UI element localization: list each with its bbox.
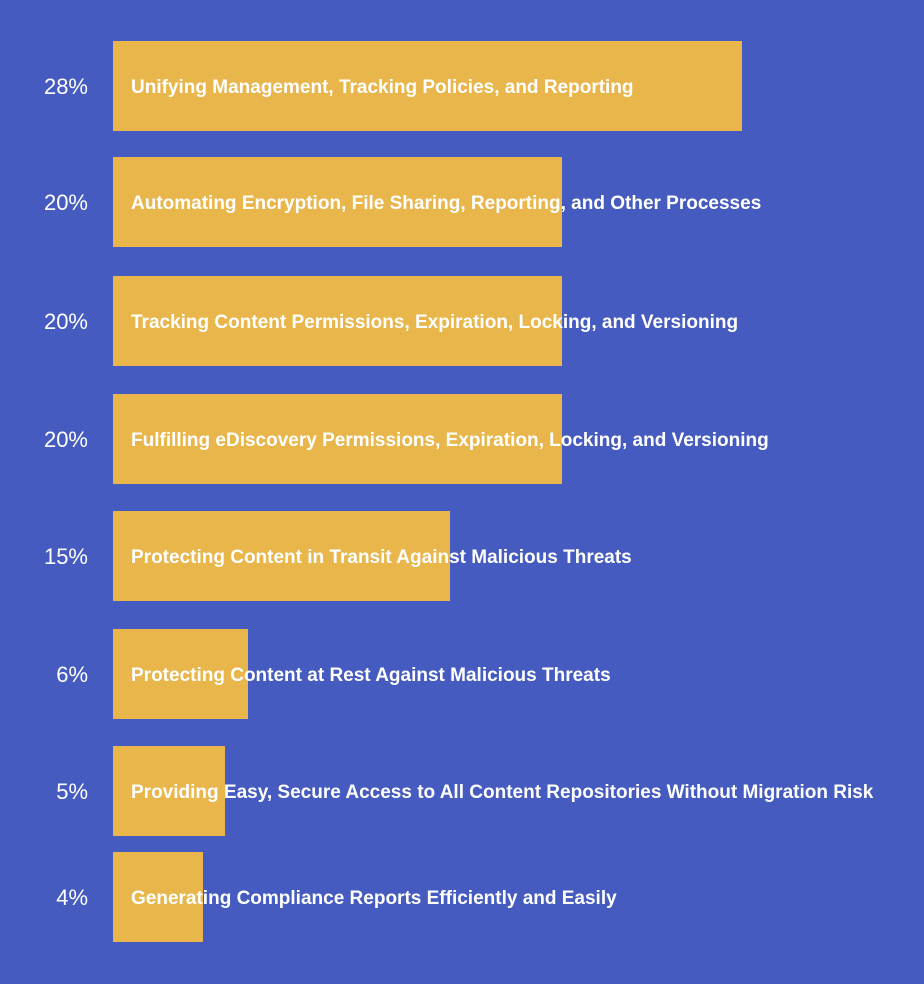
- bar: [113, 157, 562, 247]
- bar: [113, 629, 248, 719]
- bar: [113, 394, 562, 484]
- category-label: Providing Easy, Secure Access to All Con…: [131, 782, 874, 803]
- category-label: Fulfilling eDiscovery Permissions, Expir…: [131, 430, 769, 451]
- value-label: 28%: [44, 74, 88, 99]
- category-label: Unifying Management, Tracking Policies, …: [131, 77, 634, 98]
- value-label: 20%: [44, 190, 88, 215]
- category-label: Protecting Content at Rest Against Malic…: [131, 665, 611, 686]
- value-label: 15%: [44, 544, 88, 569]
- category-label: Automating Encryption, File Sharing, Rep…: [131, 193, 761, 214]
- bar: [113, 852, 203, 942]
- value-label: 20%: [44, 309, 88, 334]
- category-label: Generating Compliance Reports Efficientl…: [131, 888, 617, 909]
- category-label: Protecting Content in Transit Against Ma…: [131, 547, 632, 568]
- bar: [113, 41, 742, 131]
- value-label: 4%: [56, 885, 88, 910]
- bar: [113, 276, 562, 366]
- value-label: 5%: [56, 779, 88, 804]
- value-label: 20%: [44, 427, 88, 452]
- bar: [113, 511, 450, 601]
- value-label: 6%: [56, 662, 88, 687]
- bar: [113, 746, 225, 836]
- category-label: Tracking Content Permissions, Expiration…: [131, 312, 738, 333]
